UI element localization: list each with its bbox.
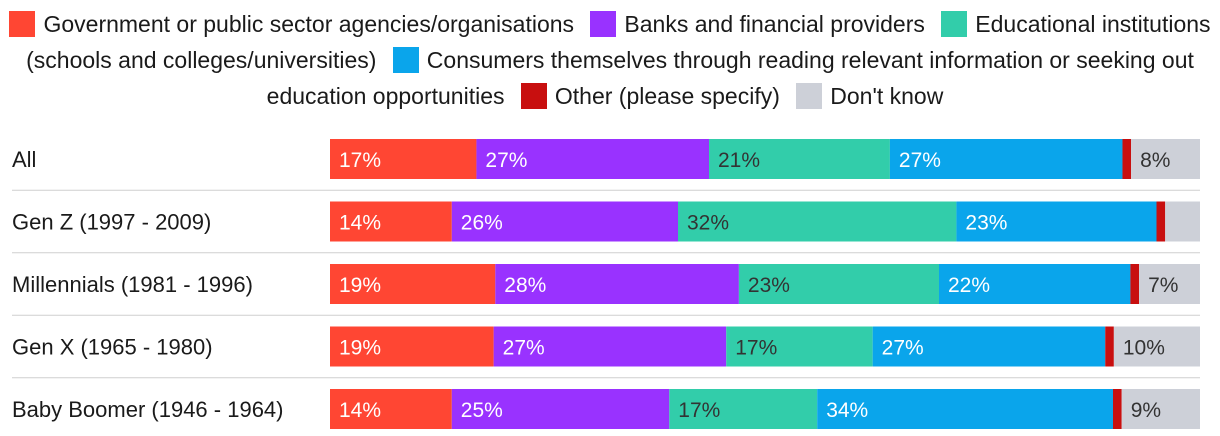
bar-segment (330, 389, 452, 429)
legend-label: Don't know (830, 83, 944, 109)
legend-swatch (796, 83, 823, 109)
legend-swatch (590, 11, 617, 37)
category-label: Millennials (1981 - 1996) (12, 272, 253, 297)
data-label: 34% (826, 399, 868, 422)
legend-label: Banks and financial providers (624, 11, 925, 37)
data-label: 26% (461, 212, 503, 235)
data-label: 25% (461, 399, 503, 422)
bar-segment (1121, 389, 1200, 429)
bar-segment (330, 326, 494, 367)
bar-segment (889, 139, 1123, 179)
bar-segment (1113, 326, 1200, 367)
bar-segment (493, 326, 727, 367)
bar-segment (669, 389, 818, 429)
bar-segment (1165, 201, 1200, 242)
data-label: 8% (1140, 149, 1170, 172)
category-label: Gen Z (1997 - 2009) (12, 210, 211, 235)
data-label: 7% (1148, 274, 1178, 297)
data-label: 27% (882, 337, 924, 360)
bar-segment (817, 389, 1113, 429)
stacked-bar-chart: All 17% 27% 21% 27% 8% Gen Z (1997 - 2009) 14% 2… (12, 139, 1200, 429)
bar-segment (1113, 389, 1122, 429)
legend-swatch (9, 11, 36, 37)
bar-segment (1105, 326, 1114, 367)
data-label: 10% (1123, 337, 1165, 360)
bar-segment (495, 264, 739, 304)
legend-item: Banks and financial providers (590, 11, 934, 37)
bar-segment (451, 389, 670, 429)
category-label: Gen X (1965 - 1980) (12, 335, 213, 360)
data-label: 14% (339, 212, 381, 235)
legend-label: Other (please specify) (554, 83, 780, 109)
bar-segment (1130, 264, 1140, 304)
legend-swatch (520, 83, 547, 109)
bar-segment (330, 139, 477, 179)
category-label: Baby Boomer (1946 - 1964) (12, 397, 284, 422)
legend-item: Educational institutions (schools and co… (26, 11, 1211, 73)
bar-segment (1156, 201, 1166, 242)
legend-item: Don't know (796, 83, 953, 109)
bar-segment (330, 264, 496, 304)
bar-segment (738, 264, 939, 304)
bar-segment (1139, 264, 1200, 304)
legend-item: Government or public sector agencies/org… (9, 11, 584, 37)
data-label: 27% (503, 337, 545, 360)
bar-segment (1122, 139, 1132, 179)
data-label: 21% (718, 149, 760, 172)
data-label: 27% (485, 149, 527, 172)
data-label: 17% (339, 149, 381, 172)
data-label: 23% (965, 212, 1007, 235)
data-label: 28% (504, 274, 546, 297)
data-label: 23% (748, 274, 790, 297)
legend-item: Other (please specify) (520, 83, 790, 109)
legend-label: Consumers themselves through reading rel… (266, 47, 1194, 109)
bar-segment (939, 264, 1131, 304)
legend-label: Government or public sector agencies/org… (43, 11, 575, 37)
chart-legend: Government or public sector agencies/org… (0, 6, 1220, 114)
bar-segment (678, 201, 957, 242)
data-label: 19% (339, 274, 381, 297)
category-label: All (12, 147, 36, 172)
legend-item: Consumers themselves through reading rel… (267, 47, 1194, 109)
data-label: 22% (948, 274, 990, 297)
data-label: 32% (687, 212, 729, 235)
data-label: 19% (339, 337, 381, 360)
bar-segment (726, 326, 873, 367)
data-label: 9% (1131, 399, 1161, 422)
data-label: 17% (678, 399, 720, 422)
bar-segment (956, 201, 1157, 242)
bar-segment (872, 326, 1106, 367)
legend-swatch (941, 11, 968, 37)
legend-label: Educational institutions (schools and co… (26, 11, 1211, 73)
data-label: 14% (339, 399, 381, 422)
bar-segment (330, 201, 452, 242)
data-label: 27% (899, 149, 941, 172)
data-label: 17% (735, 337, 777, 360)
bar-segment (476, 139, 710, 179)
bar-segment (451, 201, 678, 242)
bar-segment (709, 139, 890, 179)
bar-segment (1131, 139, 1200, 179)
legend-swatch (392, 47, 419, 73)
